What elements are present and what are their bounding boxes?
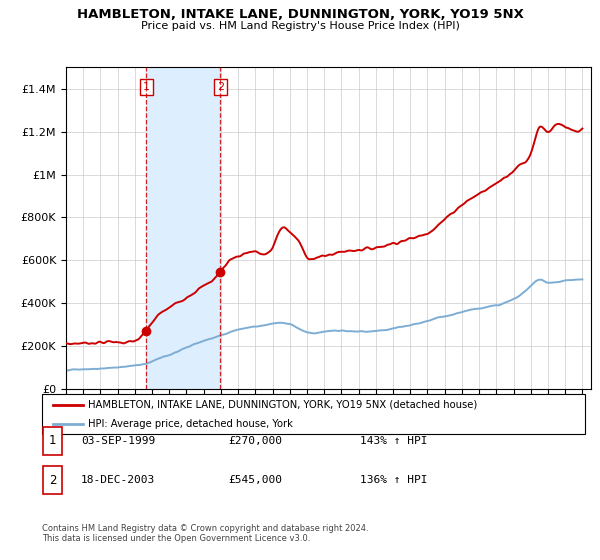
FancyBboxPatch shape [43, 427, 62, 455]
Text: 136% ↑ HPI: 136% ↑ HPI [360, 475, 427, 485]
Text: £545,000: £545,000 [228, 475, 282, 485]
Bar [146, 67, 220, 389]
Text: 1: 1 [143, 82, 150, 92]
Text: 2: 2 [217, 82, 224, 92]
Text: 18-DEC-2003: 18-DEC-2003 [81, 475, 155, 485]
Text: 03-SEP-1999: 03-SEP-1999 [81, 436, 155, 446]
FancyBboxPatch shape [43, 466, 62, 494]
Text: Price paid vs. HM Land Registry's House Price Index (HPI): Price paid vs. HM Land Registry's House … [140, 21, 460, 31]
Text: HPI: Average price, detached house, York: HPI: Average price, detached house, York [88, 419, 293, 429]
Text: HAMBLETON, INTAKE LANE, DUNNINGTON, YORK, YO19 5NX (detached house): HAMBLETON, INTAKE LANE, DUNNINGTON, YORK… [88, 400, 478, 409]
Text: HAMBLETON, INTAKE LANE, DUNNINGTON, YORK, YO19 5NX: HAMBLETON, INTAKE LANE, DUNNINGTON, YORK… [77, 8, 523, 21]
Text: Contains HM Land Registry data © Crown copyright and database right 2024.
This d: Contains HM Land Registry data © Crown c… [42, 524, 368, 543]
Text: 143% ↑ HPI: 143% ↑ HPI [360, 436, 427, 446]
Text: 2: 2 [49, 474, 56, 487]
FancyBboxPatch shape [42, 394, 585, 434]
Text: 1: 1 [49, 435, 56, 447]
Text: £270,000: £270,000 [228, 436, 282, 446]
